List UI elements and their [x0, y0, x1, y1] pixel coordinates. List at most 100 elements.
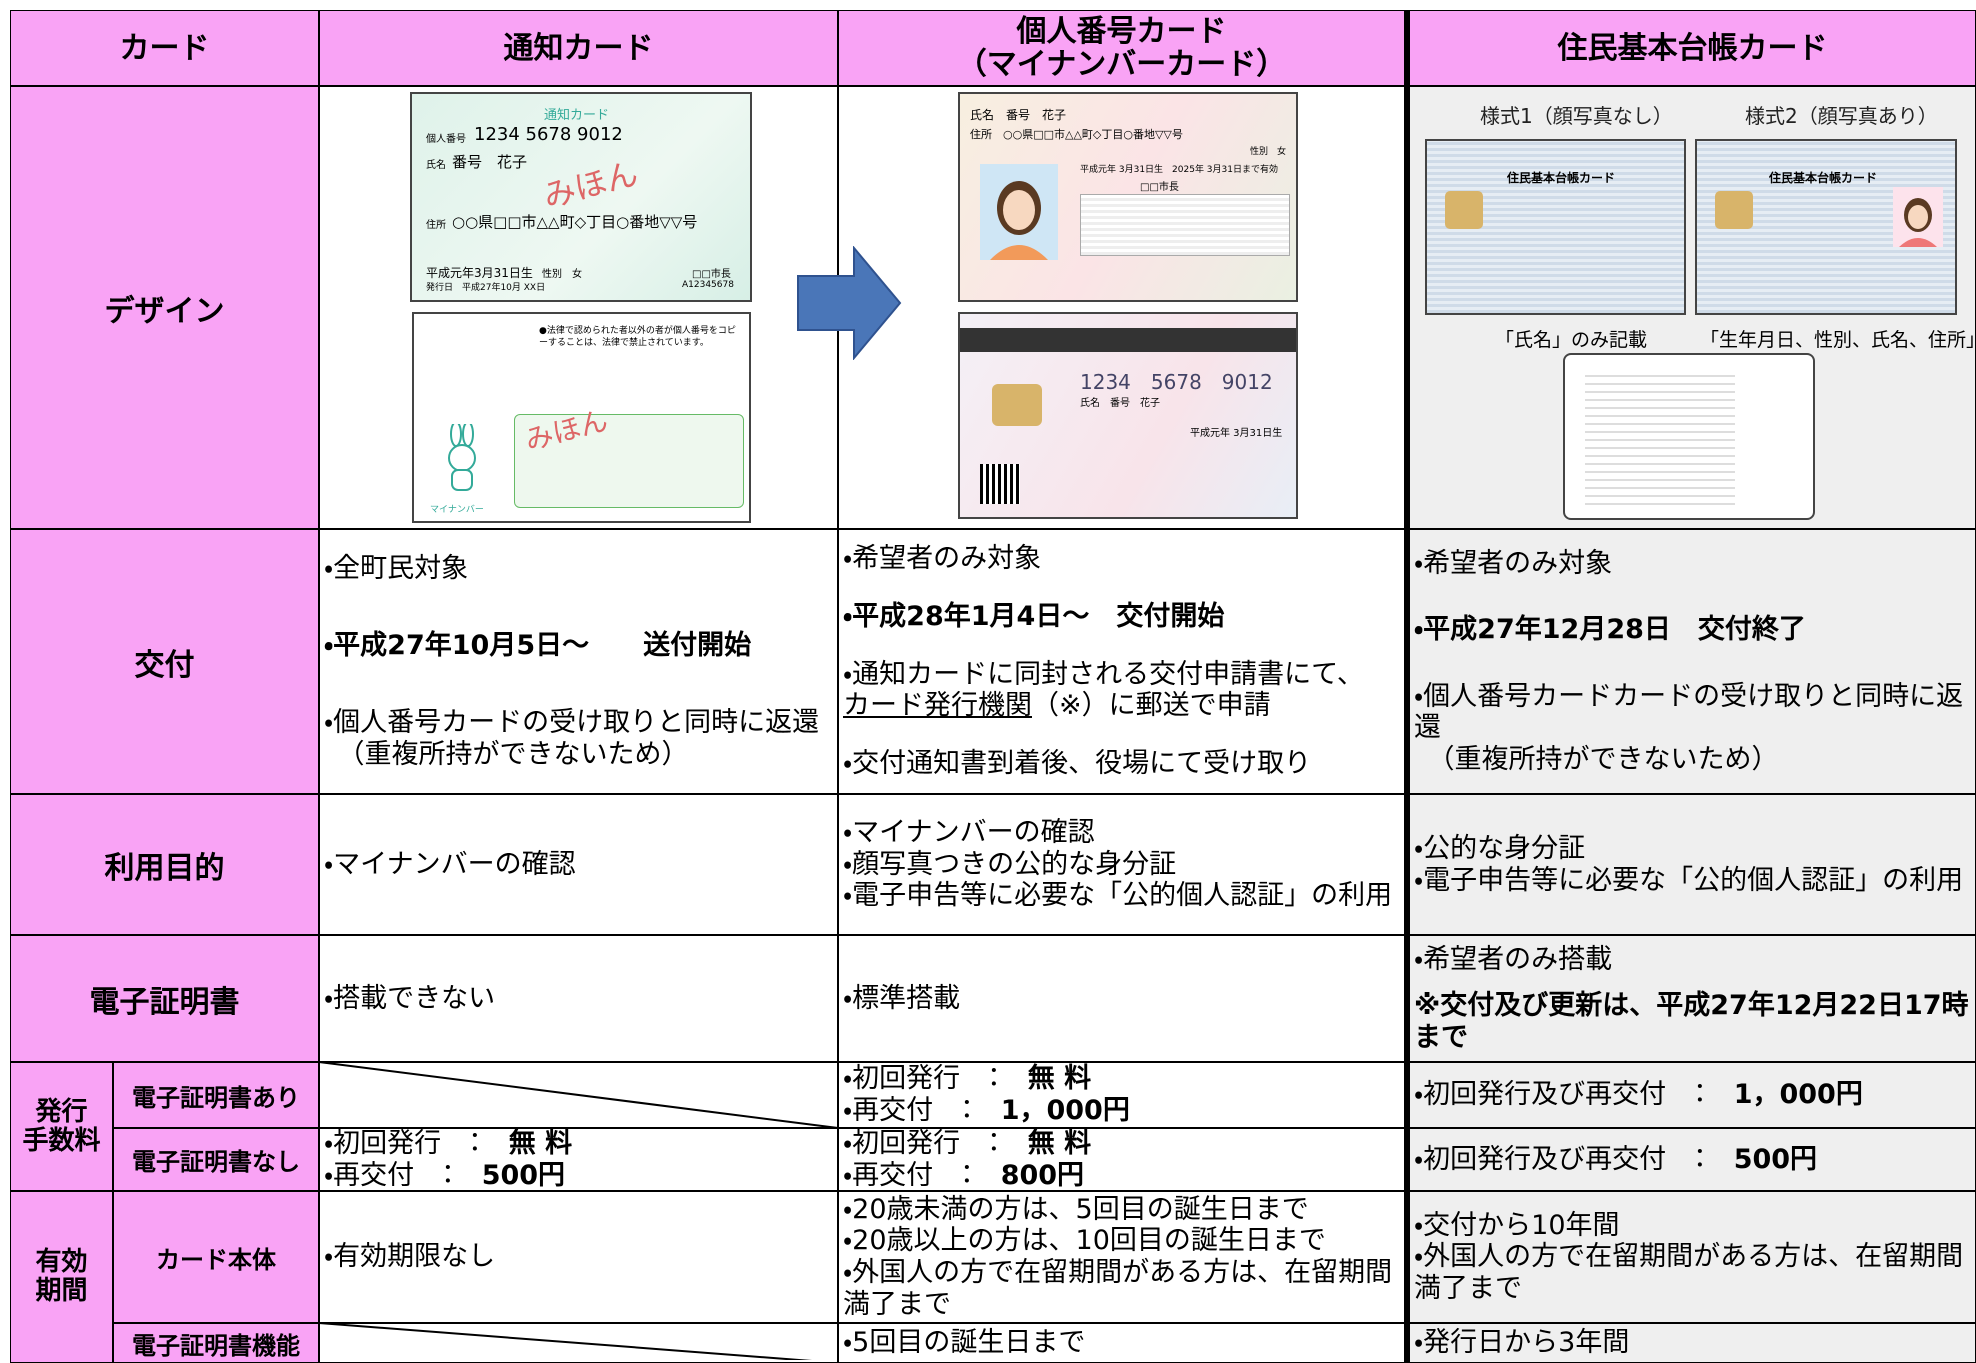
card-text: 発行日 平成27年10月 XX日 [426, 283, 546, 293]
text-segment: ・初回発行 ： [324, 1128, 509, 1159]
card-text: □□市長 [1140, 182, 1179, 193]
paragraph: ・個人番号カードカードの受け取りと同時に返還 （重複所持ができないため） [1414, 681, 1971, 776]
content-cell: ・マイナンバーの確認 [319, 794, 838, 935]
card-text: ●法律で認められた者以外の者が個人番号をコピーすることは、法律で禁止されています… [539, 326, 736, 348]
card-text: 住所 [426, 220, 446, 231]
content-cell: ・初回発行及び再交付 ： 500円 [1405, 1128, 1976, 1191]
text-segment: ・初回発行 ： [843, 1063, 1028, 1095]
paragraph: ・マイナンバーの確認 [324, 849, 833, 881]
row-label: 電子証明書 [10, 935, 319, 1062]
text-line: ・初回発行 ： 無 料 [843, 1063, 1400, 1095]
paragraph: ・5回目の誕生日まで [843, 1327, 1400, 1359]
paragraph: ・搭載できない [324, 983, 833, 1015]
text-line: ・個人番号カードの受け取りと同時に返還 [324, 707, 820, 739]
text-line: ・交付通知書到着後、役場にて受け取り [843, 748, 1312, 780]
label-text: 利用目的 [104, 850, 225, 886]
text-line: ・希望者のみ搭載 [1414, 943, 1613, 975]
text-line: ・20歳以上の方は、10回目の誕生日まで [843, 1225, 1326, 1257]
text-segment: ・初回発行及び再交付 ： [1414, 1079, 1734, 1111]
paragraph: ・発行日から3年間 [1414, 1327, 1971, 1359]
sub-label: カード本体 [113, 1191, 319, 1323]
text-line: ・希望者のみ対象 [843, 543, 1042, 575]
text-line: カード発行機関（※）に郵送で申請 [843, 690, 1400, 722]
card-text: 氏名 [426, 160, 446, 171]
sub-label: 電子証明書あり [113, 1062, 319, 1128]
text-line: ・平成27年12月28日 交付終了 [1414, 614, 1971, 646]
paragraph: ・希望者のみ搭載 [1414, 944, 1971, 976]
text-line: ・発行日から3年間 [1414, 1327, 1630, 1359]
content-cell: ・標準搭載 [838, 935, 1405, 1062]
text-line: ・初回発行 ： 無 料 [843, 1128, 1400, 1160]
text-line: （重複所持ができないため） [324, 738, 689, 770]
text-line: ・5回目の誕生日まで [843, 1327, 1086, 1359]
text-line: ・再交付 ： 500円 [324, 1159, 833, 1191]
card-text: 通知カード [544, 108, 610, 123]
text-line: ・20歳未満の方は、5回目の誕生日まで [843, 1193, 1309, 1225]
text-segment: ・平成28年1月4日～ 交付開始 [843, 600, 1225, 632]
paragraph: ・交付通知書到着後、役場にて受け取り [843, 748, 1400, 780]
paragraph: ・初回発行 ： 無 料・再交付 ： 1，000円 [843, 1063, 1400, 1126]
header-cell: 通知カード [319, 10, 838, 86]
row-label: デザイン [10, 86, 319, 529]
paragraph: ・有効期限なし [324, 1241, 833, 1273]
paragraph: ・公的な身分証 ・電子申告等に必要な「公的個人認証」の利用 [1414, 833, 1971, 896]
empty-cell [319, 1062, 838, 1128]
juki-card-style1: 住民基本台帳カード [1425, 139, 1686, 315]
notification-card-back: ●法律で認められた者以外の者が個人番号をコピーすることは、法律で禁止されています… [412, 312, 751, 523]
content-cell: ・搭載できない [319, 935, 838, 1062]
text-line: ・マイナンバーの確認 [843, 817, 1095, 849]
header-label: 通知カード [503, 30, 654, 66]
header-cell: 個人番号カード （マイナンバーカード） [838, 10, 1405, 86]
card-caption: 「氏名」のみ記載 [1495, 329, 1648, 351]
text-line: ・搭載できない [324, 982, 496, 1014]
text-line: ・初回発行及び再交付 ： 1，000円 [1414, 1079, 1971, 1111]
card-text: 平成元年 3月31日生 2025年 3月31日まで有効 [1080, 165, 1278, 175]
card-caption: 様式1（顔写真なし） [1480, 104, 1673, 128]
text-line: ・有効期限なし [324, 1241, 496, 1273]
group-label: 発行 手数料 [10, 1062, 113, 1191]
paragraph: ・全町民対象 [324, 553, 833, 585]
paragraph: ・初回発行及び再交付 ： 500円 [1414, 1144, 1971, 1176]
text-line: ・個人番号カードカードの受け取りと同時に返還 [1414, 680, 1964, 744]
text-line: ・初回発行 ： 無 料 [324, 1128, 833, 1160]
ic-chip [1715, 191, 1753, 229]
mynumber-card-front: 氏名 番号 花子 住所 ○○県□□市△△町◇丁目○番地▽▽号 性別 女 平成元年… [958, 92, 1298, 302]
card-box [1080, 194, 1290, 256]
text-segment: ・平成27年10月5日～ 送付開始 [324, 629, 752, 661]
mynumber-card-back: 1234 5678 9012 氏名 番号 花子 平成元年 3月31日生 [958, 312, 1298, 519]
header-cell: 住民基本台帳カード [1405, 10, 1976, 86]
text-segment: 無 料 [1027, 1128, 1092, 1159]
content-cell: ・初回発行及び再交付 ： 1，000円 [1405, 1062, 1976, 1128]
text-segment: 800円 [1000, 1159, 1085, 1191]
card-text: 番号 花子 [452, 153, 528, 171]
card-text: 氏名 番号 花子 [970, 108, 1067, 122]
text-line: ・マイナンバーの確認 [324, 848, 576, 880]
label-text: デザイン [104, 293, 225, 329]
text-line: ・再交付 ： 800円 [843, 1159, 1400, 1191]
card-text: 住民基本台帳カード [1769, 171, 1878, 185]
content-cell: ・希望者のみ対象 ・平成27年12月28日 交付終了 ・個人番号カードカードの受け取… [1405, 529, 1976, 794]
text-segment: （※）に郵送で申請 [1032, 690, 1271, 722]
face-photo [1893, 187, 1943, 247]
card-box [1585, 375, 1735, 505]
text-line: ・平成28年1月4日～ 交付開始 [843, 601, 1400, 633]
diagonal-line [318, 1322, 813, 1360]
paragraph: ・平成27年12月28日 交付終了 [1414, 614, 1971, 646]
card-box [514, 414, 744, 508]
ic-chip [1445, 191, 1483, 229]
mascot-icon [448, 424, 476, 491]
sub-label: 電子証明書機能 [113, 1323, 319, 1363]
paragraph: ・マイナンバーの確認 ・顔写真つきの公的な身分証 ・電子申告等に必要な「公的個人認証… [843, 817, 1400, 912]
text-segment: 500円 [481, 1159, 566, 1191]
text-segment: 無 料 [1027, 1063, 1092, 1095]
card-caption: 様式2（顔写真あり） [1745, 104, 1938, 128]
content-cell: ・希望者のみ搭載 ※交付及び更新は、平成27年12月22日17時まで [1405, 935, 1976, 1062]
face-photo [980, 164, 1058, 260]
text-line: ・再交付 ： 1，000円 [843, 1095, 1400, 1127]
text-line: ・標準搭載 [843, 982, 961, 1014]
diagonal-line [318, 1061, 839, 1129]
label-text: 電子証明書機能 [132, 1331, 300, 1360]
label-text: 有効 [35, 1247, 88, 1278]
text-line: ・外国人の方で在留期間がある方は、在留期間満了まで [1414, 1241, 1964, 1304]
text-segment: 500円 [1733, 1143, 1818, 1175]
